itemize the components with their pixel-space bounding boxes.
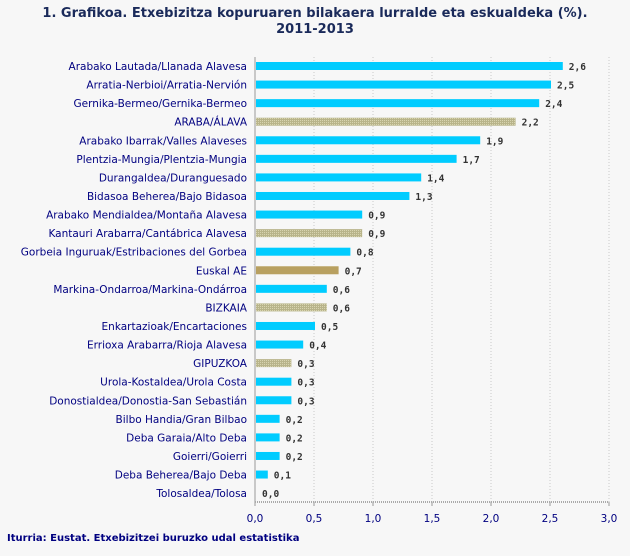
value-label: 0,6 — [333, 285, 350, 296]
category-label: Donostialdea/Donostia-San Sebastián — [49, 395, 247, 407]
bar — [256, 470, 268, 479]
bar — [256, 266, 339, 275]
category-label: Durangaldea/Duranguesado — [99, 172, 247, 184]
value-label: 1,9 — [486, 136, 503, 147]
value-label: 1,3 — [415, 192, 432, 203]
x-tick-label: 1,5 — [424, 513, 441, 525]
source-note: Iturria: Eustat. Etxebizitzei buruzko ud… — [7, 533, 300, 544]
category-label: Arratia-Nerbioi/Arratia-Nervión — [86, 80, 247, 92]
value-label: 0,7 — [345, 266, 362, 277]
value-label: 2,4 — [545, 99, 562, 110]
x-tick-label: 1,0 — [365, 513, 382, 525]
bar — [256, 433, 280, 442]
bar — [256, 414, 280, 423]
value-label: 2,5 — [557, 81, 574, 92]
bar — [256, 62, 563, 70]
bar — [256, 303, 327, 312]
value-label: 0,5 — [321, 322, 338, 333]
category-label: Errioxa Arabarra/Rioja Alavesa — [87, 340, 247, 352]
x-tick-label: 0,5 — [306, 513, 323, 525]
bar — [256, 377, 292, 386]
category-label: Bidasoa Beherea/Bajo Bidasoa — [87, 191, 247, 203]
value-label: 0,9 — [368, 211, 385, 222]
category-label: Deba Beherea/Bajo Deba — [115, 470, 247, 482]
bar — [256, 173, 422, 182]
category-label: Arabako Lautada/Llanada Alavesa — [69, 61, 247, 73]
category-label: Kantauri Arabarra/Cantábrica Alavesa — [48, 228, 247, 240]
category-label: Arabako Ibarrak/Valles Alaveses — [79, 135, 247, 147]
category-label: GIPUZKOA — [193, 358, 248, 370]
bar — [256, 396, 292, 405]
bar — [256, 191, 410, 200]
bar — [256, 340, 304, 349]
value-label: 1,7 — [463, 155, 480, 166]
bar — [256, 451, 280, 460]
bar — [256, 136, 481, 145]
value-label: 0,3 — [297, 359, 314, 370]
x-tick-label: 0,0 — [247, 513, 264, 525]
category-label: Urola-Kostaldea/Urola Costa — [100, 377, 247, 389]
value-label: 0,0 — [262, 489, 279, 500]
bar — [256, 154, 457, 163]
bar — [256, 284, 327, 293]
x-tick-label: 3,0 — [601, 513, 618, 525]
value-label: 0,3 — [297, 378, 314, 389]
category-label: Gorbeia Inguruak/Estribaciones del Gorbe… — [21, 247, 247, 259]
title-line: 1. Grafikoa. Etxebizitza kopuruaren bila… — [42, 6, 588, 21]
value-label: 0,1 — [274, 471, 291, 482]
value-label: 0,4 — [309, 341, 326, 352]
x-tick-label: 2,5 — [542, 513, 559, 525]
category-label: Arabako Mendialdea/Montaña Alavesa — [46, 210, 247, 222]
value-label: 0,3 — [297, 396, 314, 407]
bar — [256, 229, 363, 238]
category-label: Deba Garaia/Alto Deba — [126, 432, 247, 444]
value-label: 0,9 — [368, 229, 385, 240]
chart-title: 1. Grafikoa. Etxebizitza kopuruaren bila… — [0, 6, 630, 38]
value-label: 2,2 — [522, 118, 539, 129]
category-label: ARABA/ÁLAVA — [174, 116, 247, 129]
value-label: 0,8 — [356, 248, 373, 259]
bar — [256, 321, 315, 330]
category-label: Goierri/Goierri — [173, 451, 247, 463]
category-label: Gernika-Bermeo/Gernika-Bermeo — [74, 98, 247, 110]
value-label: 2,6 — [569, 62, 586, 73]
category-label: Tolosaldea/Tolosa — [155, 488, 247, 500]
category-label: BIZKAIA — [205, 302, 247, 314]
subtitle-line: 2011-2013 — [276, 22, 354, 37]
value-label: 0,2 — [286, 433, 303, 444]
category-label: Bilbo Handia/Gran Bilbao — [116, 414, 247, 426]
category-label: Plentzia-Mungia/Plentzia-Mungia — [76, 154, 247, 166]
value-label: 1,4 — [427, 173, 444, 184]
bar — [256, 210, 363, 219]
category-label: Euskal AE — [196, 265, 247, 277]
value-label: 0,6 — [333, 303, 350, 314]
bar — [256, 359, 292, 368]
value-label: 0,2 — [286, 452, 303, 463]
category-label: Enkartazioak/Encartaciones — [102, 321, 247, 333]
bar — [256, 117, 516, 126]
category-label: Markina-Ondarroa/Markina-Ondárroa — [53, 284, 247, 296]
bar — [256, 247, 351, 256]
bar — [256, 99, 540, 108]
x-tick-label: 2,0 — [483, 513, 500, 525]
bar — [256, 80, 551, 89]
value-label: 0,2 — [286, 415, 303, 426]
